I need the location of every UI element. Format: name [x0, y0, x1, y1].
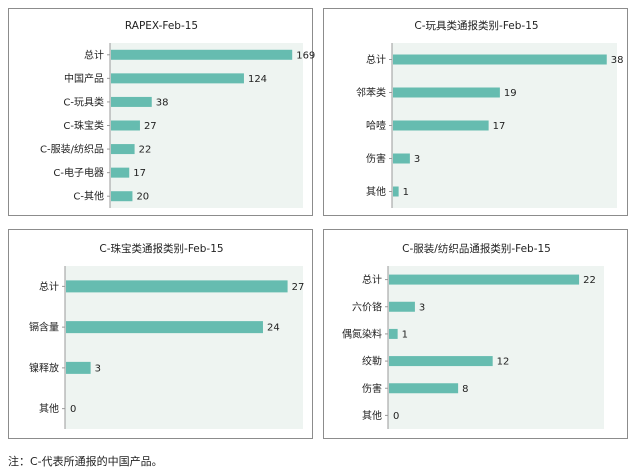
category-label: 镍释放	[29, 361, 59, 374]
data-label: 27	[292, 282, 305, 293]
data-label: 12	[497, 357, 510, 368]
plot-area	[65, 266, 303, 429]
data-label: 0	[393, 411, 399, 422]
bar	[393, 87, 500, 98]
category-label: 总计	[39, 280, 59, 293]
data-label: 8	[462, 384, 468, 395]
data-label: 1	[402, 329, 408, 340]
data-label: 19	[504, 88, 517, 99]
data-label: 124	[248, 74, 267, 85]
chart-panel-jewelry: C-珠宝类通报类别-Feb-15 总计 27 镉含量 24 镍释放 3 其他 0	[8, 229, 313, 439]
category-label: 偶氮染料	[342, 327, 382, 340]
bar	[111, 144, 135, 155]
category-label: 镉含量	[29, 321, 59, 334]
data-label: 1	[403, 187, 409, 198]
category-label: 六价铬	[352, 300, 382, 313]
category-label: C-电子电器	[53, 166, 104, 179]
data-label: 24	[267, 323, 280, 334]
bar	[111, 191, 133, 202]
category-label: C-服装/纺织品	[40, 143, 104, 156]
category-label: 其他	[366, 185, 386, 198]
bar	[389, 356, 493, 367]
bar	[389, 383, 459, 394]
data-label: 17	[493, 121, 506, 132]
category-label: C-其他	[73, 190, 104, 203]
bar	[389, 328, 398, 339]
category-label: 绞勒	[362, 355, 382, 368]
chart-title: C-服装/纺织品通报类别-Feb-15	[402, 242, 551, 255]
bar	[111, 49, 293, 60]
category-label: 总计	[84, 48, 104, 61]
bar	[389, 274, 580, 285]
data-label: 169	[296, 50, 315, 61]
bar	[111, 120, 140, 131]
bar	[111, 167, 130, 178]
chart-svg-toys: C-玩具类通报类别-Feb-15 总计 38 邻苯类 19 哈噎 17 伤害 3 其他 1	[356, 19, 624, 208]
category-label: 其他	[39, 402, 59, 415]
bar	[111, 73, 244, 84]
category-label: 总计	[366, 53, 386, 66]
chart-panel-toys: C-玩具类通报类别-Feb-15 总计 38 邻苯类 19 哈噎 17 伤害 3 其他 1	[323, 8, 628, 216]
plot-area	[388, 266, 604, 429]
data-label: 20	[136, 192, 149, 203]
chart-title: RAPEX-Feb-15	[125, 20, 198, 32]
category-label: 哈噎	[366, 119, 386, 132]
data-label: 3	[414, 154, 420, 165]
bar	[66, 280, 288, 293]
data-label: 3	[95, 363, 101, 374]
plot-area	[110, 43, 303, 208]
category-label: 伤害	[362, 382, 382, 395]
chart-svg-rapex: RAPEX-Feb-15 总计 169 中国产品 124 C-玩具类 38 C-珠宝类 27 C-…	[40, 20, 315, 208]
bar	[66, 321, 263, 334]
footnote: 注：C-代表所通报的中国产品。	[8, 455, 163, 468]
category-label: 总计	[362, 273, 382, 286]
category-label: 伤害	[366, 152, 386, 165]
bar	[393, 54, 607, 65]
chart-title: C-珠宝类通报类别-Feb-15	[99, 242, 223, 255]
bar	[111, 96, 152, 107]
data-label: 22	[139, 145, 152, 156]
data-label: 0	[70, 404, 76, 415]
chart-svg-jewelry: C-珠宝类通报类别-Feb-15 总计 27 镉含量 24 镍释放 3 其他 0	[29, 242, 305, 429]
chart-panel-textiles: C-服装/纺织品通报类别-Feb-15 总计 22 六价铬 3 偶氮染料 1 绞勒 12 伤害 8 其…	[323, 229, 628, 439]
data-label: 27	[144, 121, 157, 132]
category-label: C-玩具类	[63, 95, 104, 108]
category-label: 邻苯类	[356, 86, 386, 99]
category-label: C-珠宝类	[63, 119, 104, 132]
data-label: 17	[133, 168, 146, 179]
data-label: 22	[583, 275, 596, 286]
data-label: 3	[419, 302, 425, 313]
bar	[66, 361, 91, 374]
bar	[389, 301, 415, 312]
bar	[393, 120, 489, 131]
chart-title: C-玩具类通报类别-Feb-15	[414, 19, 538, 32]
bar	[393, 186, 399, 197]
data-label: 38	[611, 55, 624, 66]
category-label: 其他	[362, 409, 382, 422]
data-label: 38	[156, 97, 169, 108]
bar	[393, 153, 410, 164]
chart-svg-textiles: C-服装/纺织品通报类别-Feb-15 总计 22 六价铬 3 偶氮染料 1 绞勒 12 伤害 8 其…	[342, 242, 604, 429]
chart-panel-rapex: RAPEX-Feb-15 总计 169 中国产品 124 C-玩具类 38 C-珠宝类 27 C-…	[8, 8, 315, 216]
category-label: 中国产品	[64, 72, 104, 85]
